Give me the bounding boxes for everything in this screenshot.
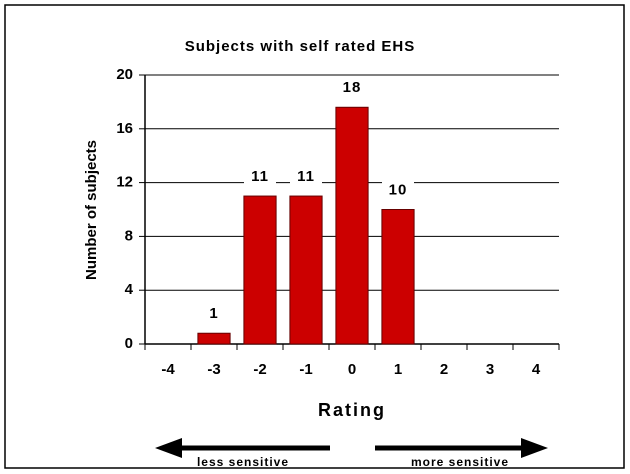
label-background [382,179,414,200]
x-tick-label: 2 [440,361,448,378]
label-background [198,303,230,324]
data-label: 10 [389,181,408,198]
y-axis-title: Number of subjects [83,140,100,280]
x-tick-label: -3 [207,361,220,378]
data-label: 18 [343,79,362,96]
bar [335,106,369,345]
y-tick-label: 12 [116,174,133,191]
annotation: less sensitive [197,455,289,469]
bar [381,209,415,345]
label-background [336,77,368,98]
left-arrow [155,438,330,458]
data-label: 1 [209,305,218,322]
right-arrow [375,438,548,458]
y-tick-label: 20 [116,66,133,83]
y-tick-label: 8 [125,227,133,244]
y-tick-label: 16 [116,120,133,137]
bar [289,195,323,345]
x-tick-label: -2 [253,361,266,378]
x-tick-label: 0 [348,361,356,378]
label-background [244,166,276,187]
y-tick-label: 0 [125,335,133,352]
x-tick-label: -4 [161,361,175,378]
chart-title: Subjects with self rated EHS [185,38,416,55]
x-tick-label: -1 [299,361,312,378]
x-tick-label: 1 [394,361,402,378]
x-tick-label: 4 [532,361,541,378]
label-background [290,166,322,187]
y-tick-label: 4 [125,281,134,298]
annotation: more sensitive [411,455,509,469]
bar [243,195,277,345]
bar [197,332,231,345]
x-axis-title: Rating [318,400,386,420]
data-label: 11 [251,168,269,185]
data-label: 11 [297,168,315,185]
x-tick-label: 3 [486,361,494,378]
